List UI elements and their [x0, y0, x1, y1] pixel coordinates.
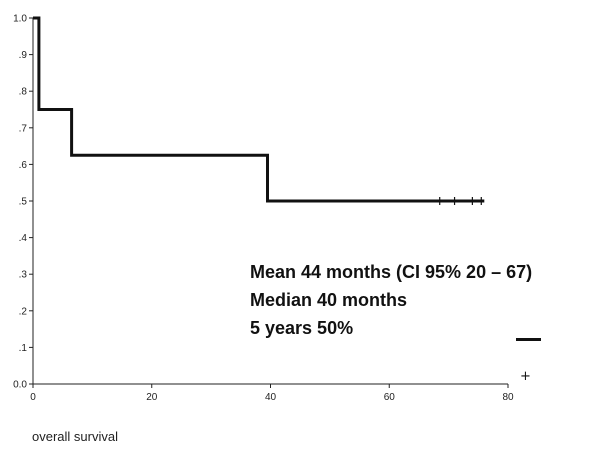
- annotation-median: Median 40 months: [250, 290, 408, 310]
- y-tick-label: .7: [19, 123, 28, 134]
- y-tick-label: .9: [19, 50, 28, 61]
- y-tick-label: .2: [19, 306, 28, 317]
- survival-curve: [33, 16, 485, 203]
- y-tick-label: .6: [19, 160, 28, 171]
- y-tick-label: .5: [19, 197, 28, 208]
- legend-censor-symbol: +: [520, 369, 531, 384]
- x-tick-label: 20: [146, 392, 158, 403]
- y-tick-label: 0.0: [13, 380, 27, 391]
- x-tick-label: 40: [265, 392, 277, 403]
- x-tick-label: 80: [502, 392, 514, 403]
- annotation-mean: Mean 44 months (CI 95% 20 – 67): [250, 262, 533, 282]
- y-tick-label: .4: [19, 233, 28, 244]
- x-tick-label: 60: [384, 392, 396, 403]
- y-tick-label: .8: [19, 87, 28, 98]
- annotation-five-year: 5 years 50%: [250, 318, 354, 338]
- plot-area: [33, 16, 485, 205]
- x-tick-label: 0: [30, 392, 36, 403]
- x-axis-label: overall survival: [32, 429, 118, 444]
- y-tick-label: 1.0: [13, 14, 27, 25]
- y-tick-label: .3: [19, 270, 28, 281]
- y-tick-label: .1: [19, 343, 28, 354]
- legend-line-symbol: [516, 338, 541, 341]
- x-axis: 0 20 40 60 80: [30, 383, 514, 403]
- y-axis: 0.0 .1 .2 .3 .4 .5 .6 .7 .8 .9 1.0: [13, 14, 34, 391]
